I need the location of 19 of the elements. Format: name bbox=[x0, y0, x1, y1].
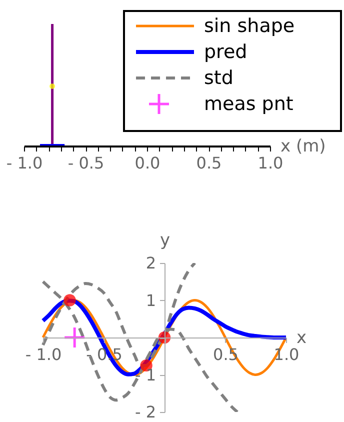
y-tick-label: - 1 bbox=[134, 365, 156, 384]
point bbox=[64, 294, 76, 306]
x-tick-label: 0.0 bbox=[134, 154, 160, 172]
legend-label: pred bbox=[204, 41, 248, 63]
x-axis-title: x bbox=[296, 328, 307, 348]
y-axis-title: y bbox=[160, 230, 170, 250]
x-axis-title: x (m) bbox=[280, 136, 326, 156]
legend-label: meas pnt bbox=[204, 93, 294, 115]
x-tick-label: 1.0 bbox=[258, 154, 284, 172]
x-tick-label: - 1.0 bbox=[25, 345, 62, 364]
y-tick-label: 2 bbox=[146, 254, 156, 272]
x-tick-label: - 0.5 bbox=[68, 154, 104, 172]
y-tick-label: - 2 bbox=[134, 402, 156, 422]
point bbox=[63, 326, 86, 349]
legend-label: std bbox=[204, 67, 234, 89]
x-tick-label: - 1.0 bbox=[6, 154, 43, 172]
legend-label: sin shape bbox=[204, 15, 295, 37]
x-tick-label: 0.5 bbox=[196, 154, 222, 172]
y-tick-label: 1 bbox=[146, 290, 156, 310]
